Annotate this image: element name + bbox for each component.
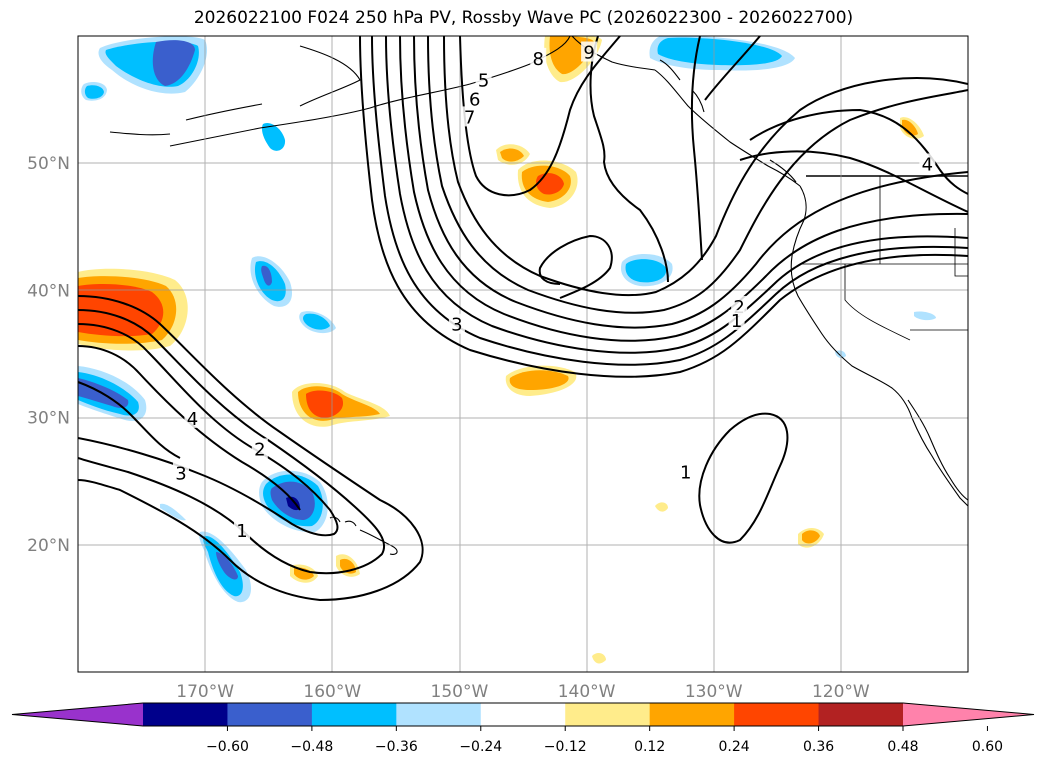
- contour-label: 1: [680, 462, 691, 483]
- colorbar-segment: [311, 703, 397, 726]
- contour-label-bg: [919, 153, 936, 174]
- colorbar-segment: [227, 703, 313, 726]
- contour-label: 4: [187, 409, 198, 430]
- lon-tick-label: 120°W: [812, 682, 870, 702]
- contour-label-bg: [461, 106, 478, 127]
- contour-label-bg: [677, 461, 694, 482]
- colorbar-extend-min: [12, 703, 143, 726]
- contour-label: 2: [733, 297, 744, 318]
- colorbar-tick-label: 0.24: [719, 739, 750, 755]
- contour-label: 7: [464, 107, 475, 128]
- colorbar-tick-label: −0.12: [544, 739, 587, 755]
- colorbar-tick-label: 0.12: [634, 739, 665, 755]
- contour-label: 4: [922, 154, 933, 175]
- contour-label: 2: [254, 439, 265, 460]
- lat-tick-label: 20°N: [27, 536, 70, 556]
- colorbar-tick-label: 0.48: [887, 739, 918, 755]
- colorbar-tick-label: −0.60: [206, 739, 249, 755]
- contour-label-bg: [581, 41, 598, 62]
- latitude-labels: 50°N 40°N 30°N 20°N: [27, 154, 70, 556]
- lat-tick-label: 50°N: [27, 154, 70, 174]
- contour-label-bg: [448, 313, 465, 334]
- colorbar-segment: [649, 703, 735, 726]
- contour-label: 3: [175, 464, 186, 485]
- lon-tick-label: 160°W: [303, 682, 361, 702]
- lon-tick-label: 140°W: [558, 682, 616, 702]
- colorbar: −0.60 −0.48 −0.36 −0.24 −0.12 0.12 0.24 0.36 0.4…: [11, 702, 1035, 755]
- contour-label: 6: [469, 90, 480, 111]
- contour-label: 1: [236, 521, 247, 542]
- colorbar-tick-label: −0.36: [375, 739, 418, 755]
- colorbar-segment: [143, 703, 228, 726]
- colorbar-tick-label: 0.36: [803, 739, 834, 755]
- contour-label-bg: [251, 438, 268, 459]
- colorbar-segment: [565, 703, 651, 726]
- colorbar-tick-label: −0.24: [459, 739, 502, 755]
- contour-label: 8: [533, 49, 544, 70]
- colorbar-segment: [396, 703, 482, 726]
- colorbar-tick-label: 0.60: [972, 739, 1003, 755]
- contour-label: 5: [478, 71, 489, 92]
- lon-tick-label: 150°W: [431, 682, 489, 702]
- colorbar-segment: [734, 703, 820, 726]
- plot-frame: [77, 35, 969, 673]
- colorbar-segment: [480, 703, 566, 726]
- coastlines: [109, 36, 968, 555]
- contour-label: 9: [583, 43, 594, 64]
- lon-tick-label: 130°W: [685, 682, 743, 702]
- colorbar-outline: [11, 702, 1035, 727]
- contour-label-bg: [475, 69, 492, 90]
- contour-label-bg: [172, 462, 189, 483]
- colorbar-extend-max: [903, 703, 1034, 726]
- rossby-wave-contours: [78, 36, 968, 602]
- colorbar-tick-label: −0.48: [290, 739, 333, 755]
- lat-tick-label: 40°N: [27, 281, 70, 301]
- contour-label-bg: [234, 519, 251, 540]
- longitude-labels: 170°W 160°W 150°W 140°W 130°W 120°W: [176, 682, 870, 702]
- lat-tick-label: 30°N: [27, 409, 70, 429]
- map-title: 2026022100 F024 250 hPa PV, Rossby Wave …: [193, 8, 854, 28]
- lon-tick-label: 170°W: [176, 682, 234, 702]
- contour-label-bg: [530, 47, 547, 68]
- contour-label-bg: [728, 309, 745, 330]
- colorbar-segment: [818, 703, 904, 726]
- gridlines: [78, 36, 968, 672]
- contour-label-bg: [184, 407, 201, 428]
- contour-label-bg: [466, 88, 483, 109]
- contour-label: 1: [731, 311, 742, 332]
- plot-area: [78, 36, 968, 672]
- contour-label: 3: [451, 315, 462, 336]
